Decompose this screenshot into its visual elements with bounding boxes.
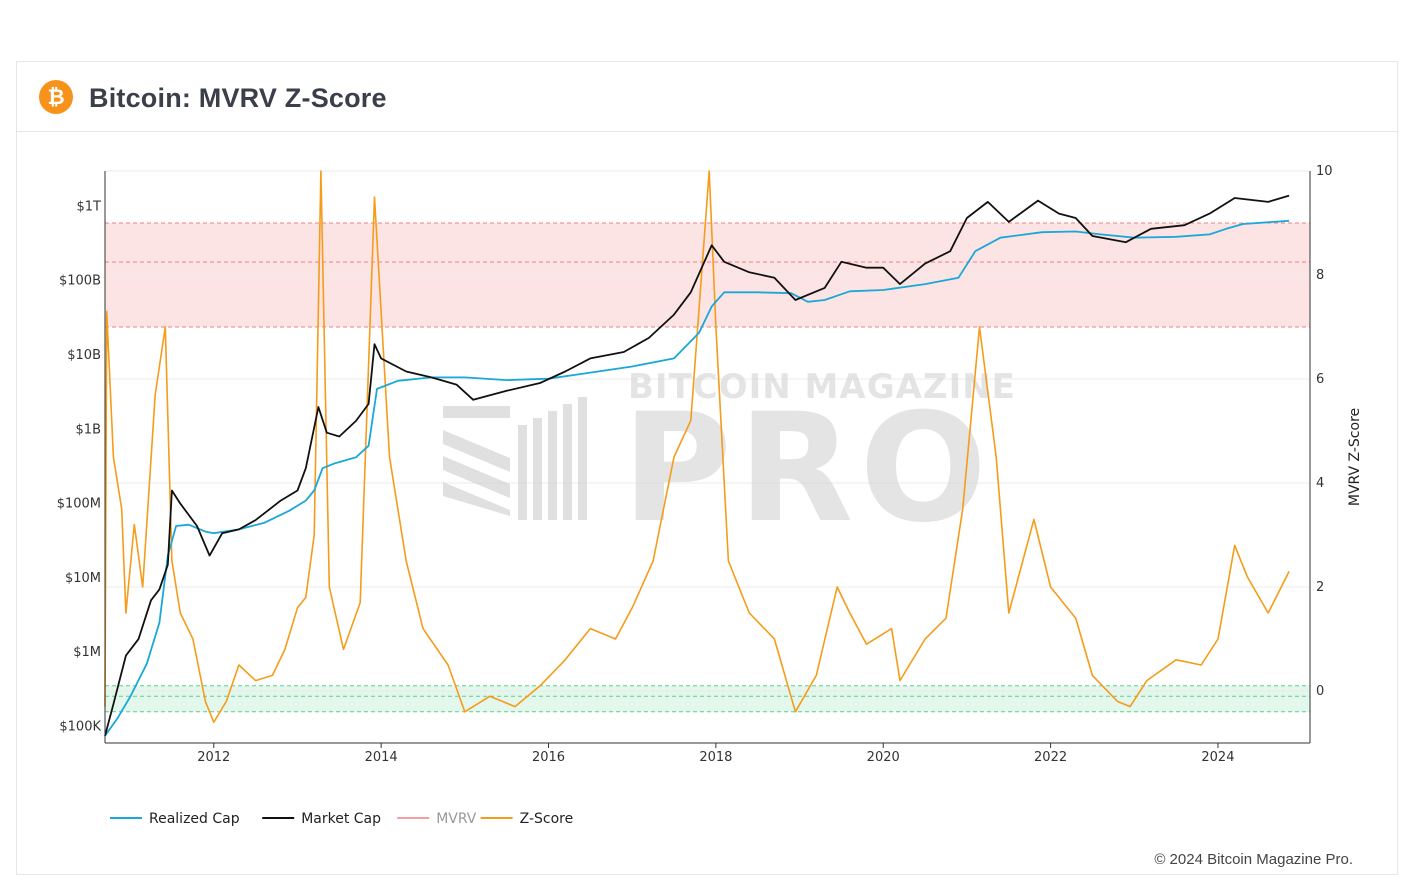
left-tick-label: $100K: [59, 720, 101, 735]
right-tick-label: 10: [1316, 164, 1333, 179]
market-cap-line: [104, 194, 1290, 737]
x-tick-label: 2022: [1034, 750, 1067, 765]
left-tick-label: $1B: [76, 422, 101, 437]
right-tick-label: 2: [1316, 580, 1324, 595]
left-tick-label: $10M: [65, 571, 101, 586]
card-header: ₿ Bitcoin: MVRV Z-Score: [17, 62, 1397, 132]
legend-label: Market Cap: [301, 811, 381, 827]
x-tick-label: 2020: [867, 750, 900, 765]
x-tick-label: 2018: [699, 750, 732, 765]
x-tick-label: 2016: [532, 750, 565, 765]
axes: $100K $1M $10M $100M $1B $10B $100B $1T 0 2 4 6 8 10 2…: [57, 164, 1363, 765]
right-axis-title: MVRV Z-Score: [1347, 408, 1363, 506]
right-tick-label: 6: [1316, 372, 1324, 387]
watermark-logo-icon: [443, 397, 587, 520]
legend-item-z-score[interactable]: Z-Score: [480, 811, 574, 827]
watermark: BITCOIN MAGAZINE PRO: [443, 367, 1015, 556]
right-tick-label: 0: [1316, 684, 1324, 699]
bitcoin-icon: ₿: [39, 80, 73, 114]
legend[interactable]: Realized Cap Market Cap MVRV Z-Score: [110, 811, 573, 827]
left-tick-label: $1M: [73, 645, 101, 660]
legend-item-realized-cap[interactable]: Realized Cap: [110, 811, 240, 827]
right-tick-label: 8: [1316, 268, 1324, 283]
legend-label: Realized Cap: [149, 811, 240, 827]
gridlines: [105, 170, 1310, 692]
copyright-text: © 2024 Bitcoin Magazine Pro.: [1154, 851, 1353, 868]
x-tick-label: 2012: [197, 750, 230, 765]
legend-label: MVRV: [436, 811, 477, 827]
z-score-line: [104, 170, 1290, 723]
page-title: Bitcoin: MVRV Z-Score: [89, 83, 387, 113]
low-zone-rect: [105, 685, 1310, 712]
legend-item-mvrv[interactable]: MVRV: [397, 811, 477, 827]
left-tick-label: $10B: [67, 348, 101, 363]
legend-label: Z-Score: [520, 811, 574, 827]
x-tick-label: 2014: [365, 750, 398, 765]
left-tick-label: $100M: [57, 497, 101, 512]
x-tick-label: 2024: [1201, 750, 1234, 765]
realized-cap-line: [104, 219, 1290, 737]
series-lines: [104, 170, 1290, 737]
watermark-line2: PRO: [622, 382, 993, 556]
legend-item-market-cap[interactable]: Market Cap: [262, 811, 381, 827]
left-tick-label: $1T: [77, 199, 102, 214]
left-tick-label: $100B: [59, 274, 101, 289]
right-tick-label: 4: [1316, 476, 1324, 491]
